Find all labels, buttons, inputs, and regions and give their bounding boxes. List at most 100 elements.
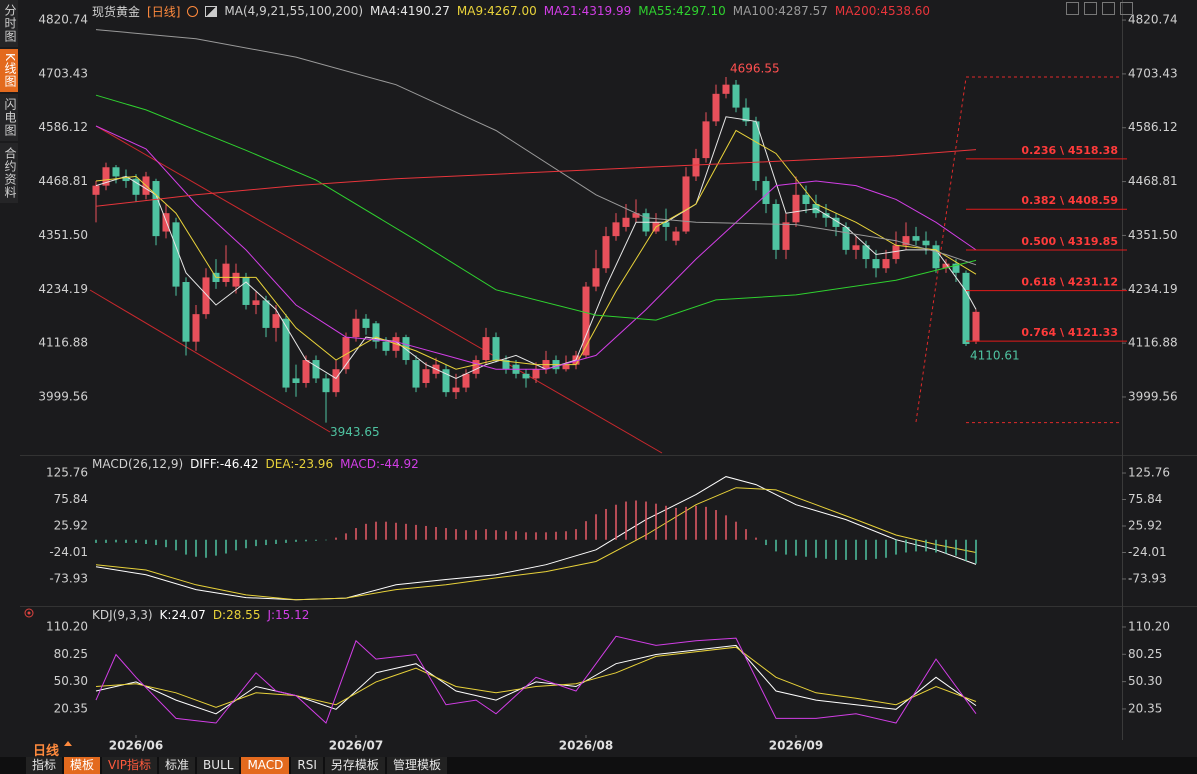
candle-body: [692, 158, 700, 177]
indicator-line: [95, 635, 977, 724]
candle-body: [462, 373, 470, 388]
fib-label: 0.236 \ 4518.38: [1021, 144, 1118, 157]
macd-bar: [155, 539, 157, 546]
legend-entry: MA55:4297.10: [638, 4, 726, 18]
candle-body: [752, 121, 760, 182]
macd-bar: [935, 539, 937, 553]
macd-bar: [95, 539, 97, 543]
macd-bar: [165, 539, 167, 548]
candle-body: [682, 176, 690, 232]
macd-bar: [105, 539, 107, 543]
period-selector[interactable]: 日线: [33, 744, 60, 759]
macd-bar: [755, 537, 757, 540]
toolbar-tab[interactable]: MACD: [241, 757, 290, 774]
sidebar-tab[interactable]: 合约资料: [0, 142, 18, 203]
x-tick-label: 2026/08: [559, 739, 613, 753]
candle-body: [422, 369, 430, 383]
macd-bar: [895, 539, 897, 555]
y-tick-label: 4234.19: [1128, 282, 1178, 296]
macd-bar: [225, 539, 227, 554]
toolbar-tab[interactable]: 标准: [159, 757, 196, 774]
macd-bar: [685, 506, 687, 540]
macd-bar: [485, 529, 487, 540]
toolbar-icon[interactable]: [1102, 2, 1115, 15]
toolbar-icon[interactable]: [1066, 2, 1079, 15]
candle-body: [612, 222, 620, 237]
candle-body: [262, 300, 270, 328]
candle-body: [522, 373, 530, 379]
macd-bar: [635, 500, 637, 540]
sidebar-tab[interactable]: 分时图: [0, 0, 18, 47]
macd-bar: [875, 539, 877, 559]
candle-body: [232, 272, 240, 287]
candle-body: [112, 167, 120, 177]
toolbar-tab[interactable]: VIP指标: [102, 757, 158, 774]
macd-bar: [705, 506, 707, 540]
y-tick-label: 4351.50: [38, 228, 88, 242]
y-tick-label: 50.30: [54, 674, 88, 688]
y-tick-label: 50.30: [1128, 674, 1162, 688]
macd-bar: [505, 531, 507, 540]
y-tick-label: 4234.19: [38, 282, 88, 296]
y-tick-label: 25.92: [1128, 518, 1162, 532]
period-arrow[interactable]: [64, 741, 72, 746]
candle-body: [842, 226, 850, 250]
chart-title: MACD(26,12,9): [92, 457, 184, 471]
candle-body: [962, 272, 970, 344]
macd-bar: [235, 539, 237, 551]
candle-body: [922, 240, 930, 246]
macd-bar: [515, 531, 517, 540]
macd-bar: [945, 539, 947, 554]
candle-body: [182, 282, 190, 342]
toolbar-tab[interactable]: RSI: [291, 757, 323, 774]
add-icon[interactable]: [187, 5, 199, 17]
candle-body: [852, 245, 860, 250]
macd-bar: [605, 508, 607, 540]
sidebar-tab[interactable]: 闪电图: [0, 93, 18, 141]
macd-bar: [925, 539, 927, 552]
indicator-line: [95, 646, 977, 708]
settings-icon[interactable]: [24, 608, 34, 618]
toolbar-tab[interactable]: 管理模板: [386, 757, 447, 774]
fib-label: 0.618 \ 4231.12: [1021, 276, 1118, 289]
trend-line: [89, 289, 331, 433]
toolbar-tab[interactable]: 另存模板: [324, 757, 385, 774]
macd-bar: [445, 528, 447, 540]
legend-entry: D:28.55: [212, 608, 261, 622]
macd-bar: [125, 539, 127, 543]
candle-body: [912, 236, 920, 241]
candles: [92, 77, 980, 423]
macd-bar: [385, 521, 387, 540]
legend-entry: DIFF:-46.42: [190, 457, 259, 471]
macd-bar: [345, 533, 347, 540]
candle-body: [802, 194, 810, 204]
macd-bar: [745, 529, 747, 540]
y-tick-label: -73.93: [49, 571, 88, 585]
macd-bar: [255, 539, 257, 547]
macd-bar: [885, 539, 887, 558]
candle-body: [472, 360, 480, 374]
y-tick-label: 4703.43: [1128, 66, 1178, 80]
macd-bar: [275, 539, 277, 544]
sidebar-tab[interactable]: K线图: [0, 49, 18, 92]
toolbar-tab[interactable]: BULL: [197, 757, 240, 774]
macd-bar: [645, 501, 647, 540]
toolbar-icon[interactable]: [1084, 2, 1097, 15]
legend-entry: K:24.07: [159, 608, 206, 622]
toolbar: 指标 模板 VIP指标 标准 BULL MACD RSI 另存模板 管理模板: [0, 757, 1197, 774]
candle-body: [562, 364, 570, 370]
candle-body: [712, 93, 720, 122]
toolbar-tab[interactable]: 模板: [64, 757, 101, 774]
candle-body: [672, 231, 680, 241]
candle-body: [602, 236, 610, 269]
candle-body: [732, 84, 740, 108]
candle-body: [492, 337, 500, 361]
candle-body: [442, 369, 450, 393]
macd-bar: [115, 539, 117, 543]
toolbar-tab[interactable]: 指标: [26, 757, 63, 774]
chart-title: 现货黄金: [92, 4, 141, 19]
macd-bar: [805, 539, 807, 557]
indicator-icon[interactable]: [205, 5, 218, 17]
toolbar-icon[interactable]: [1120, 2, 1133, 15]
macd-bar: [315, 539, 317, 541]
